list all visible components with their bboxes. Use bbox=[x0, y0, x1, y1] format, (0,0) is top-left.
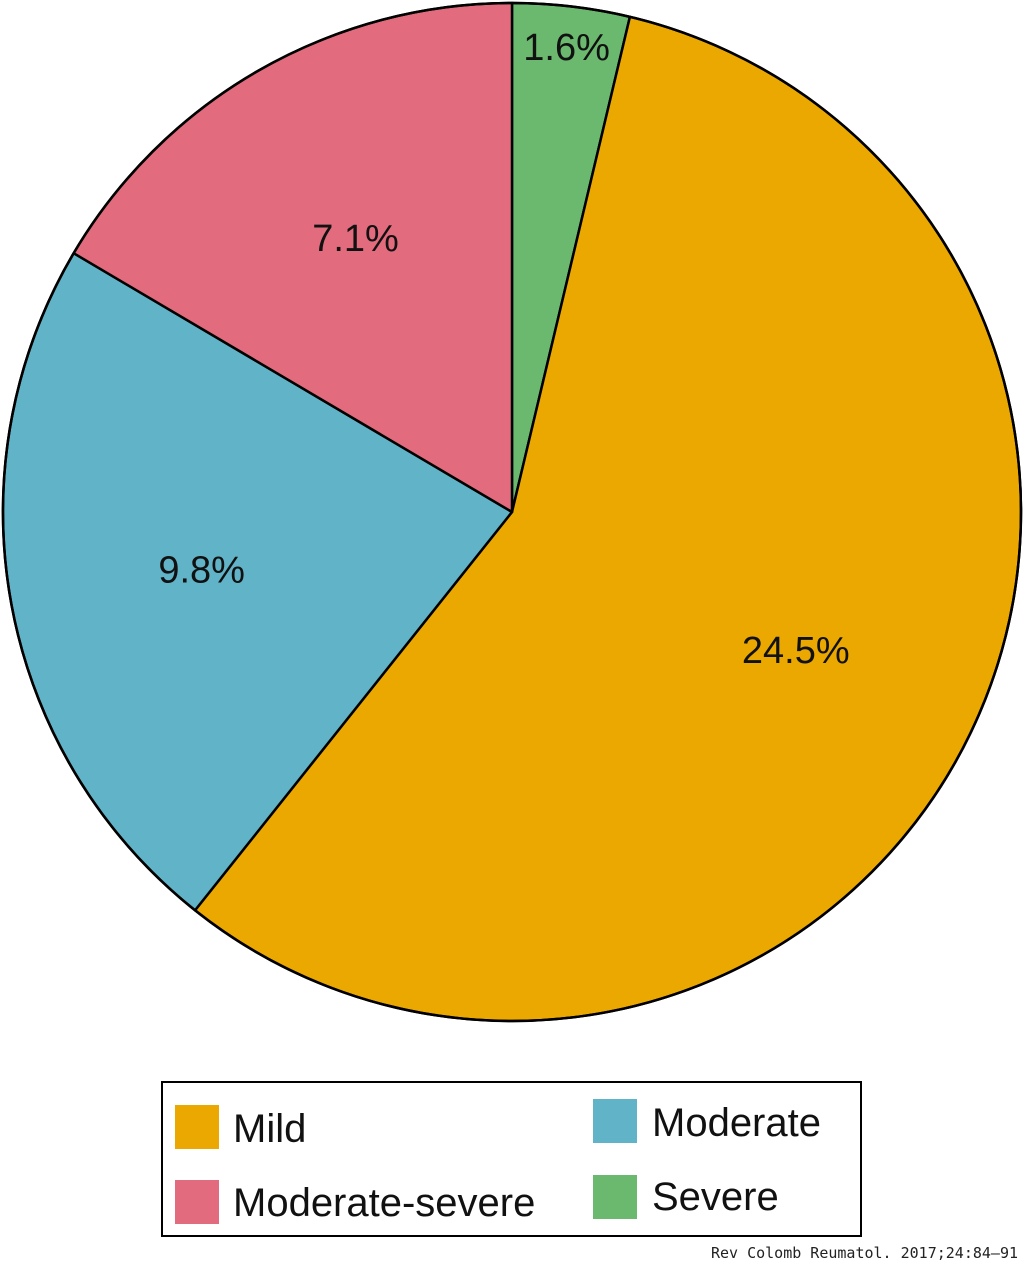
pie-slices bbox=[1, 1, 1023, 1023]
pie-slice-labels: 1.6% 24.5% 9.8% 7.1% bbox=[158, 27, 849, 672]
legend: Mild Moderate Moderate-severe Severe bbox=[161, 1081, 862, 1237]
legend-label-moderate-severe: Moderate-severe bbox=[233, 1181, 535, 1225]
legend-frame bbox=[161, 1081, 862, 1237]
legend-swatch-mild bbox=[175, 1105, 219, 1149]
legend-label-mild: Mild bbox=[233, 1107, 306, 1151]
slice-label-moderate-severe: 7.1% bbox=[312, 218, 399, 260]
legend-label-severe: Severe bbox=[652, 1175, 779, 1219]
legend-label-moderate: Moderate bbox=[652, 1101, 821, 1145]
slice-label-mild: 24.5% bbox=[742, 630, 850, 672]
legend-swatch-severe bbox=[593, 1175, 637, 1219]
slice-label-severe: 1.6% bbox=[523, 27, 610, 69]
pie-outline bbox=[1, 1, 1023, 1023]
legend-swatch-moderate bbox=[593, 1099, 637, 1143]
source-citation: Rev Colomb Reumatol. 2017;24:84–91 bbox=[710, 1244, 1018, 1262]
legend-swatch-moderate-severe bbox=[175, 1180, 219, 1224]
slice-label-moderate: 9.8% bbox=[158, 549, 245, 591]
